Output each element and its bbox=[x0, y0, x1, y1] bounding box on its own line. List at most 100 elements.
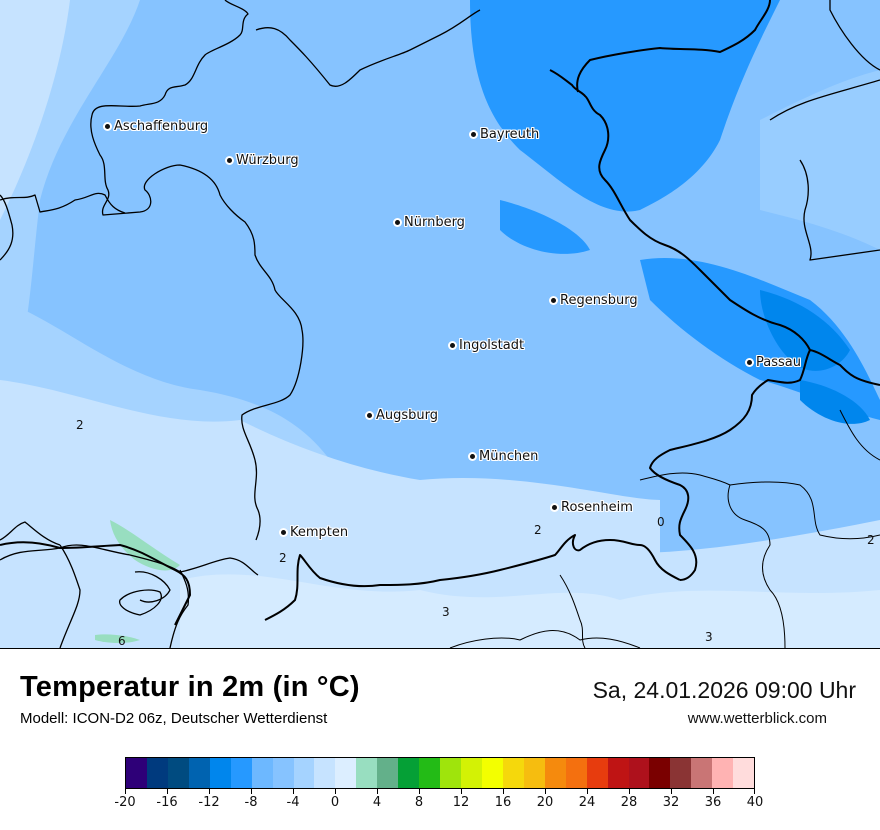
colorbar-tick-label: 28 bbox=[620, 795, 638, 810]
map-canvas bbox=[0, 0, 880, 648]
city-label: Rosenheim bbox=[561, 500, 633, 515]
colorbar-segment bbox=[230, 758, 252, 788]
city-dot-icon bbox=[281, 530, 286, 535]
city-label: München bbox=[479, 449, 539, 464]
colorbar-segment bbox=[188, 758, 210, 788]
colorbar-segment bbox=[481, 758, 503, 788]
website-link[interactable]: www.wetterblick.com bbox=[687, 710, 827, 727]
colorbar-tick-label: 8 bbox=[414, 795, 424, 810]
city-label: Regensburg bbox=[560, 293, 638, 308]
city-label: Würzburg bbox=[236, 153, 299, 168]
colorbar-tick-label: -8 bbox=[244, 795, 258, 810]
model-info: Modell: ICON-D2 06z, Deutscher Wetterdie… bbox=[20, 710, 328, 727]
city-dot-icon bbox=[367, 413, 372, 418]
colorbar-tick-label: 4 bbox=[372, 795, 382, 810]
colorbar-tick-mark bbox=[293, 789, 294, 794]
colorbar-segment bbox=[649, 758, 671, 788]
isoline-value: 6 bbox=[118, 634, 126, 648]
colorbar-tick-mark bbox=[713, 789, 714, 794]
colorbar-segment bbox=[272, 758, 294, 788]
city-dot-icon bbox=[551, 298, 556, 303]
city-dot-icon bbox=[552, 505, 557, 510]
city-dot-icon bbox=[450, 343, 455, 348]
city-marker: Augsburg bbox=[367, 408, 438, 423]
colorbar-segment bbox=[356, 758, 378, 788]
isoline-value: 2 bbox=[279, 551, 287, 565]
colorbar-tick-mark bbox=[545, 789, 546, 794]
colorbar-segment bbox=[335, 758, 357, 788]
isoline-value: 2 bbox=[76, 418, 84, 432]
colorbar-segment bbox=[293, 758, 315, 788]
city-marker: Aschaffenburg bbox=[105, 119, 208, 134]
colorbar-tick-label: -20 bbox=[114, 795, 136, 810]
isoline-value: 0 bbox=[657, 515, 665, 529]
colorbar-tick-label: -16 bbox=[156, 795, 178, 810]
colorbar-segment bbox=[691, 758, 713, 788]
colorbar-tick-label: 20 bbox=[536, 795, 554, 810]
colorbar-segment bbox=[126, 758, 147, 788]
city-label: Aschaffenburg bbox=[114, 119, 209, 134]
city-marker: Kempten bbox=[281, 525, 348, 540]
colorbar-segment bbox=[502, 758, 524, 788]
colorbar-tick-mark bbox=[629, 789, 630, 794]
city-marker: Nürnberg bbox=[395, 215, 465, 230]
colorbar-tick-label: 12 bbox=[452, 795, 470, 810]
colorbar-tick-label: 36 bbox=[704, 795, 722, 810]
colorbar-tick-mark bbox=[167, 789, 168, 794]
city-dot-icon bbox=[471, 132, 476, 137]
colorbar-segment bbox=[398, 758, 420, 788]
city-marker: Würzburg bbox=[227, 153, 299, 168]
isoline-value: 3 bbox=[442, 605, 450, 619]
colorbar-segment bbox=[586, 758, 608, 788]
city-label: Passau bbox=[756, 355, 801, 370]
map-title: Temperatur in 2m (in °C) bbox=[20, 671, 360, 703]
colorbar-tick-mark bbox=[335, 789, 336, 794]
colorbar-segment bbox=[440, 758, 461, 788]
city-dot-icon bbox=[747, 360, 752, 365]
colorbar-segment bbox=[209, 758, 231, 788]
colorbar-tick-mark bbox=[251, 789, 252, 794]
city-marker: München bbox=[470, 449, 538, 464]
city-dot-icon bbox=[105, 124, 110, 129]
city-label: Augsburg bbox=[376, 408, 439, 423]
city-marker: Bayreuth bbox=[471, 127, 539, 142]
city-label: Nürnberg bbox=[404, 215, 465, 230]
colorbar-tick-label: 0 bbox=[330, 795, 340, 810]
temperature-map: Aschaffenburg Würzburg Bayreuth Nürnberg Reg… bbox=[0, 0, 880, 649]
city-marker: Passau bbox=[747, 355, 801, 370]
map-footer: Temperatur in 2m (in °C) Modell: ICON-D2… bbox=[0, 649, 880, 830]
colorbar-tick-label: 40 bbox=[746, 795, 764, 810]
colorbar-tick-mark bbox=[377, 789, 378, 794]
colorbar-tick-mark bbox=[461, 789, 462, 794]
city-dot-icon bbox=[227, 158, 232, 163]
colorbar-tick-mark bbox=[209, 789, 210, 794]
forecast-datetime: Sa, 24.01.2026 09:00 Uhr bbox=[592, 677, 856, 703]
city-label: Kempten bbox=[290, 525, 349, 540]
city-marker: Ingolstadt bbox=[450, 338, 524, 353]
city-dot-icon bbox=[395, 220, 400, 225]
colorbar-tick-label: -12 bbox=[198, 795, 220, 810]
colorbar-segment bbox=[377, 758, 399, 788]
colorbar-segment bbox=[607, 758, 629, 788]
colorbar-segment bbox=[670, 758, 692, 788]
colorbar-tick-label: 32 bbox=[662, 795, 680, 810]
colorbar-segment bbox=[167, 758, 189, 788]
colorbar-tick-label: -4 bbox=[286, 795, 300, 810]
isoline-value: 3 bbox=[705, 630, 713, 644]
colorbar-segment bbox=[146, 758, 168, 788]
colorbar-segment bbox=[628, 758, 650, 788]
city-label: Bayreuth bbox=[480, 127, 540, 142]
colorbar-tick-label: 24 bbox=[578, 795, 596, 810]
colorbar-segment bbox=[314, 758, 336, 788]
colorbar-tick-mark bbox=[671, 789, 672, 794]
colorbar-segment bbox=[461, 758, 482, 788]
colorbar-segment bbox=[523, 758, 545, 788]
colorbar-tick-mark bbox=[503, 789, 504, 794]
colorbar bbox=[125, 757, 755, 789]
colorbar-tick-label: 16 bbox=[494, 795, 512, 810]
colorbar-tick-mark bbox=[587, 789, 588, 794]
colorbar-tick-mark bbox=[754, 789, 755, 794]
colorbar-segment bbox=[251, 758, 273, 788]
colorbar-segment bbox=[733, 758, 755, 788]
colorbar-segment bbox=[544, 758, 566, 788]
